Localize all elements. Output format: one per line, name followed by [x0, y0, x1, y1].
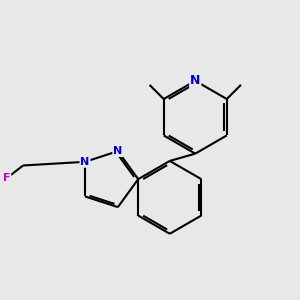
Text: N: N	[80, 157, 90, 167]
Text: N: N	[113, 146, 122, 156]
Text: F: F	[3, 173, 10, 183]
Text: N: N	[190, 74, 200, 87]
